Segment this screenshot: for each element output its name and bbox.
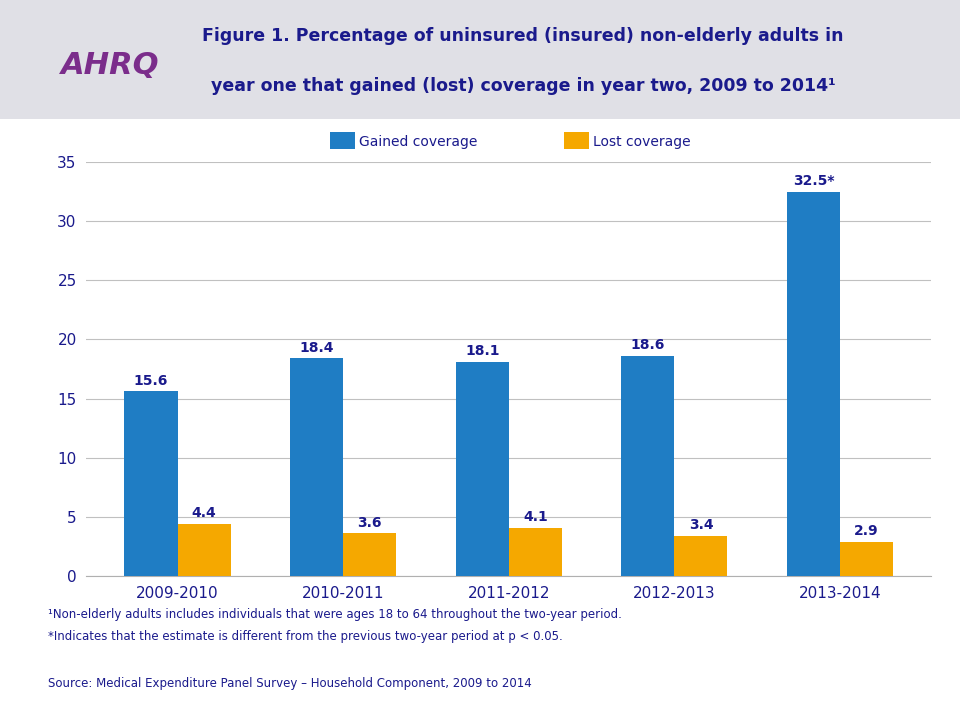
Text: 3.4: 3.4 xyxy=(688,518,713,532)
Text: 4.4: 4.4 xyxy=(192,506,216,521)
Text: 15.6: 15.6 xyxy=(133,374,168,388)
Text: ¹Non-elderly adults includes individuals that were ages 18 to 64 throughout the : ¹Non-elderly adults includes individuals… xyxy=(48,608,622,621)
Text: Source: Medical Expenditure Panel Survey – Household Component, 2009 to 2014: Source: Medical Expenditure Panel Survey… xyxy=(48,677,532,690)
Text: *Indicates that the estimate is different from the previous two-year period at p: *Indicates that the estimate is differen… xyxy=(48,630,563,643)
FancyBboxPatch shape xyxy=(564,132,588,149)
Text: 18.4: 18.4 xyxy=(300,341,334,355)
Bar xyxy=(456,362,509,576)
Text: 2.9: 2.9 xyxy=(854,524,879,538)
Text: Gained coverage: Gained coverage xyxy=(359,135,477,149)
Text: Lost coverage: Lost coverage xyxy=(593,135,690,149)
Text: 3.6: 3.6 xyxy=(357,516,382,530)
Bar xyxy=(621,356,675,576)
Text: 32.5*: 32.5* xyxy=(793,174,834,188)
Text: AHRQ: AHRQ xyxy=(61,51,159,80)
Bar xyxy=(178,524,230,576)
Text: 18.6: 18.6 xyxy=(631,338,665,353)
Text: year one that gained (lost) coverage in year two, 2009 to 2014¹: year one that gained (lost) coverage in … xyxy=(211,76,835,94)
Bar xyxy=(290,359,343,576)
Bar xyxy=(840,541,893,576)
Text: 4.1: 4.1 xyxy=(523,510,547,524)
Bar xyxy=(787,192,840,576)
FancyBboxPatch shape xyxy=(330,132,355,149)
Bar xyxy=(509,528,562,576)
Bar xyxy=(343,534,396,576)
Text: 18.1: 18.1 xyxy=(465,344,499,359)
FancyBboxPatch shape xyxy=(0,0,960,119)
Bar xyxy=(675,536,728,576)
Bar xyxy=(125,392,178,576)
Text: Figure 1. Percentage of uninsured (insured) non-elderly adults in: Figure 1. Percentage of uninsured (insur… xyxy=(203,27,844,45)
